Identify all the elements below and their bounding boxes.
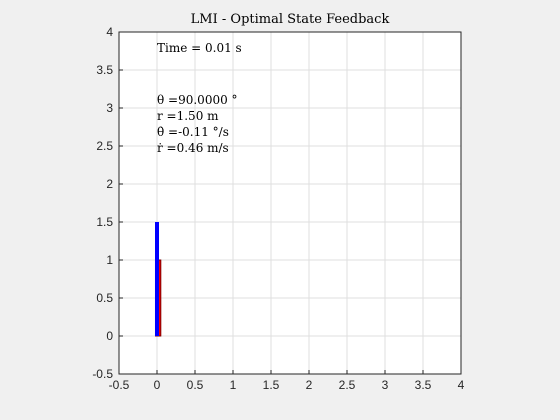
y-tick-label: 1 (106, 253, 113, 267)
x-tick-label: 2.5 (339, 378, 356, 392)
theta-annotation: θ =90.0000 ° (157, 93, 238, 107)
time-annotation: Time = 0.01 s (157, 41, 242, 55)
bodies (154, 222, 162, 337)
axes-frame (118, 31, 462, 375)
y-tick-label: 2.5 (96, 139, 113, 153)
x-tick-label: 0 (154, 378, 161, 392)
y-tick-label: 0.5 (96, 291, 113, 305)
x-tick-label: 3 (382, 378, 389, 392)
y-tick-label: 3 (106, 101, 113, 115)
y-tick-label: 0 (106, 329, 113, 343)
y-tick-label: 3.5 (96, 63, 113, 77)
y-tick-label: -0.5 (92, 367, 113, 381)
x-tick-label: 4 (458, 378, 465, 392)
r-annotation: r =1.50 m (157, 109, 219, 123)
y-tick-label: 4 (106, 25, 113, 39)
x-tick-label: 0.5 (187, 378, 204, 392)
y-tick-label: 2 (106, 177, 113, 191)
r-dot-annotation: ṙ =0.46 m/s (157, 141, 229, 155)
x-tick-label: 1.5 (263, 378, 280, 392)
x-tick-label: 2 (306, 378, 313, 392)
axes-background (119, 32, 461, 374)
x-tick-label: -0.5 (109, 378, 130, 392)
theta-dot-annotation: θ̇ =-0.11 °/s (157, 125, 229, 139)
x-tick-label: 1 (230, 378, 237, 392)
y-tick-label: 1.5 (96, 215, 113, 229)
ticks: -0.5 0 0.5 1 1.5 2 2.5 3 3.5 4 -0.5 0 0.5 1 1.5 2 2.5 3 3.… (92, 25, 464, 392)
x-tick-label: 3.5 (415, 378, 432, 392)
chart-title: LMI - Optimal State Feedback (191, 12, 390, 27)
